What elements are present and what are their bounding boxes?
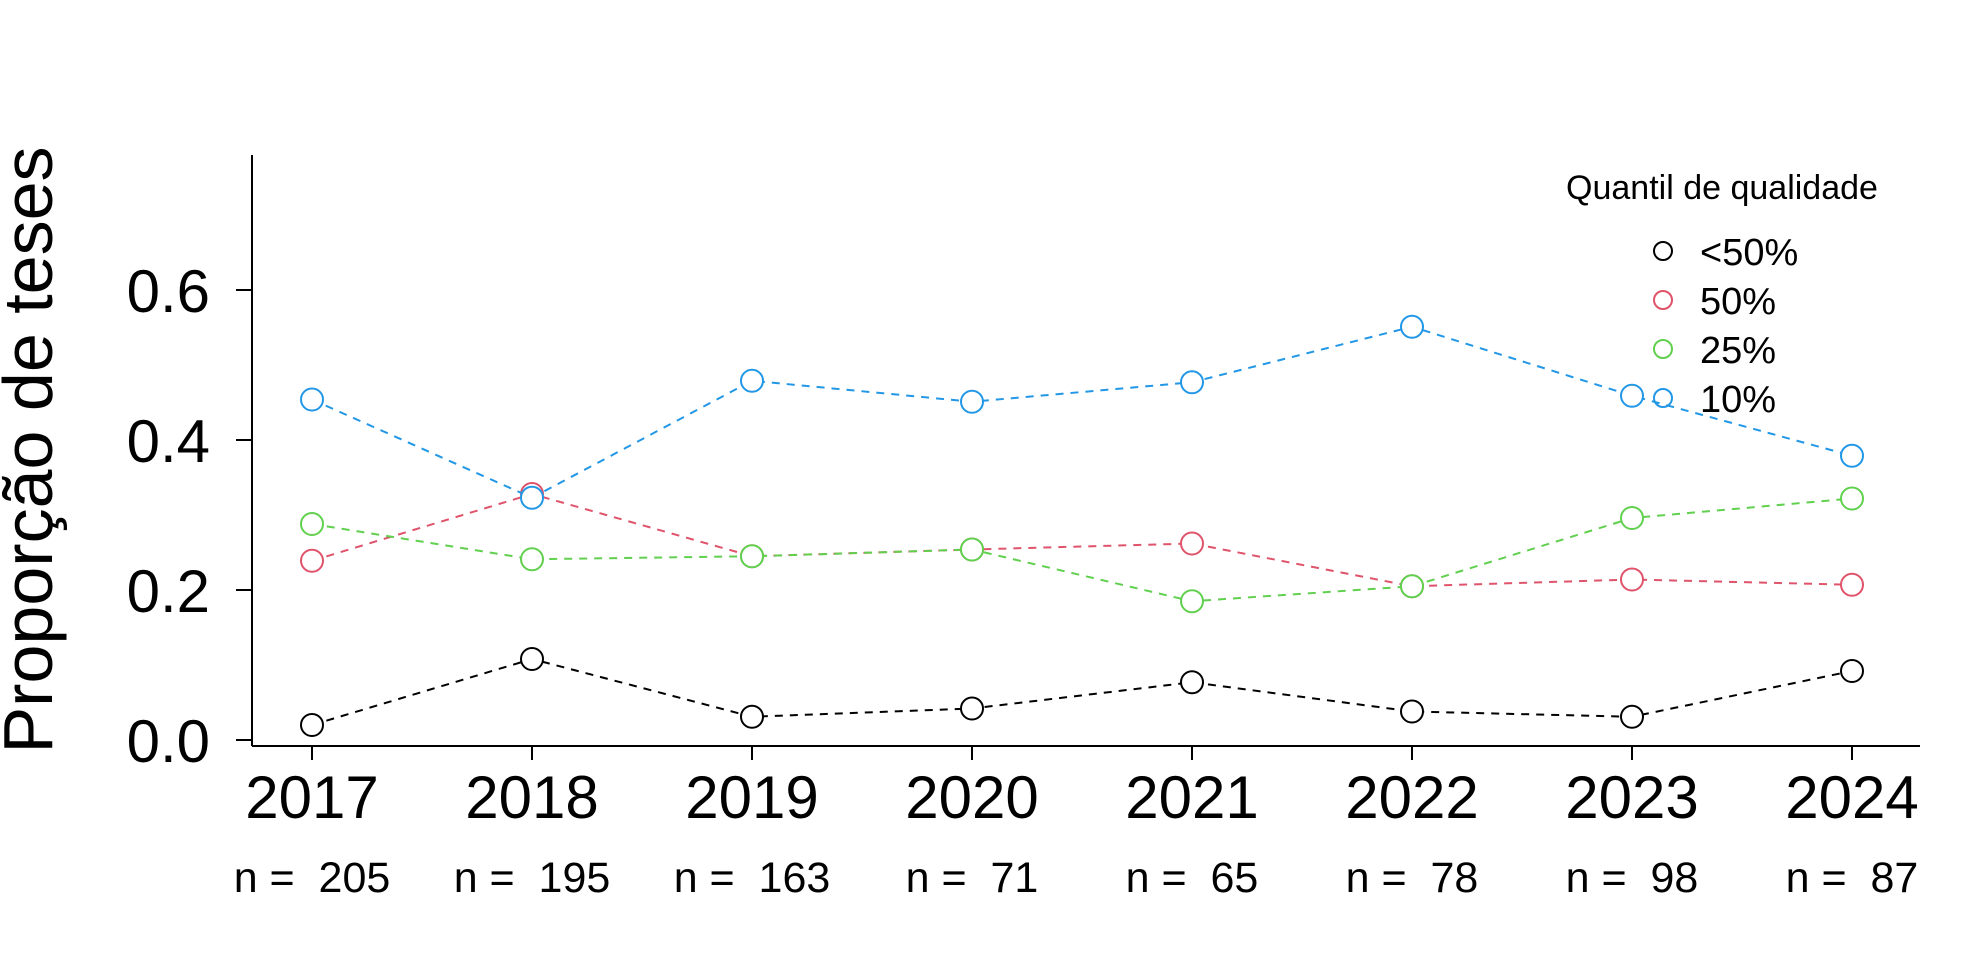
sample-size-label: n = 71: [906, 854, 1039, 902]
data-point: [740, 544, 764, 569]
data-point: [300, 387, 324, 412]
data-point: [960, 696, 984, 721]
y-tick-label: 0.6: [127, 258, 210, 325]
data-point: [520, 547, 544, 572]
y-axis-label: Proporção de teses: [0, 146, 67, 753]
data-point: [1180, 589, 1204, 614]
axes: [251, 155, 1920, 747]
x-tick-label: 2023: [1565, 764, 1698, 831]
sample-size-label: n = 65: [1126, 854, 1259, 902]
x-tick-label: 2019: [685, 764, 818, 831]
x-tick-label: 2022: [1345, 764, 1478, 831]
legend-label: 10%: [1700, 379, 1776, 421]
data-point: [1180, 670, 1204, 695]
sample-size-label: n = 163: [674, 854, 831, 902]
data-point: [520, 485, 544, 510]
sample-size-label: n = 78: [1346, 854, 1479, 902]
y-tick-label: 0.0: [127, 708, 210, 775]
legend-marker: [1653, 388, 1673, 408]
x-tick-label: 2020: [905, 764, 1038, 831]
data-point: [1400, 574, 1424, 599]
data-point: [1620, 383, 1644, 408]
x-tick-label: 2021: [1125, 764, 1258, 831]
data-point: [300, 512, 324, 536]
data-point: [1620, 567, 1644, 592]
data-point: [1840, 443, 1864, 468]
data-point: [1840, 486, 1864, 511]
sample-size-label: n = 87: [1786, 854, 1919, 902]
legend: Quantil de qualidade <50% 50% 25% 10%: [1566, 169, 1878, 421]
x-ticks: 2017 n = 205 2018 n = 195 2019 n = 163 2020 n =…: [234, 746, 1919, 902]
x-tick-label: 2017: [245, 764, 378, 831]
x-tick-label: 2018: [465, 764, 598, 831]
sample-size-label: n = 195: [454, 854, 611, 902]
data-point: [1180, 370, 1204, 395]
data-point: [1620, 704, 1644, 729]
data-point: [960, 537, 984, 562]
series-group: [300, 314, 1864, 737]
data-point: [1840, 572, 1864, 597]
sample-size-label: n = 205: [234, 854, 391, 902]
data-point: [1400, 699, 1424, 724]
legend-title: Quantil de qualidade: [1566, 169, 1878, 207]
y-tick-label: 0.2: [127, 558, 210, 625]
legend-label: 25%: [1700, 330, 1776, 372]
data-point: [300, 713, 324, 737]
series-line: [311, 497, 1853, 603]
series-line: [311, 325, 1853, 499]
data-point: [300, 548, 324, 573]
series-3: [300, 314, 1864, 510]
legend-label: 50%: [1700, 281, 1776, 323]
data-point: [520, 647, 544, 671]
sample-size-label: n = 98: [1566, 854, 1699, 902]
y-ticks: 0.0 0.2 0.4 0.6: [127, 258, 252, 775]
data-point: [1620, 506, 1644, 530]
data-point: [740, 704, 764, 729]
data-point: [960, 389, 984, 414]
series-0: [300, 647, 1864, 737]
data-point: [1180, 531, 1204, 556]
data-point: [1840, 659, 1864, 683]
legend-label: <50%: [1700, 232, 1798, 274]
y-tick-label: 0.4: [127, 408, 210, 475]
legend-marker: [1653, 290, 1673, 310]
legend-marker: [1653, 339, 1673, 359]
data-point: [1400, 314, 1424, 339]
x-tick-label: 2024: [1785, 764, 1918, 831]
legend-marker: [1653, 241, 1673, 261]
series-2: [300, 486, 1864, 614]
series-line: [311, 492, 1853, 588]
data-point: [740, 368, 764, 393]
